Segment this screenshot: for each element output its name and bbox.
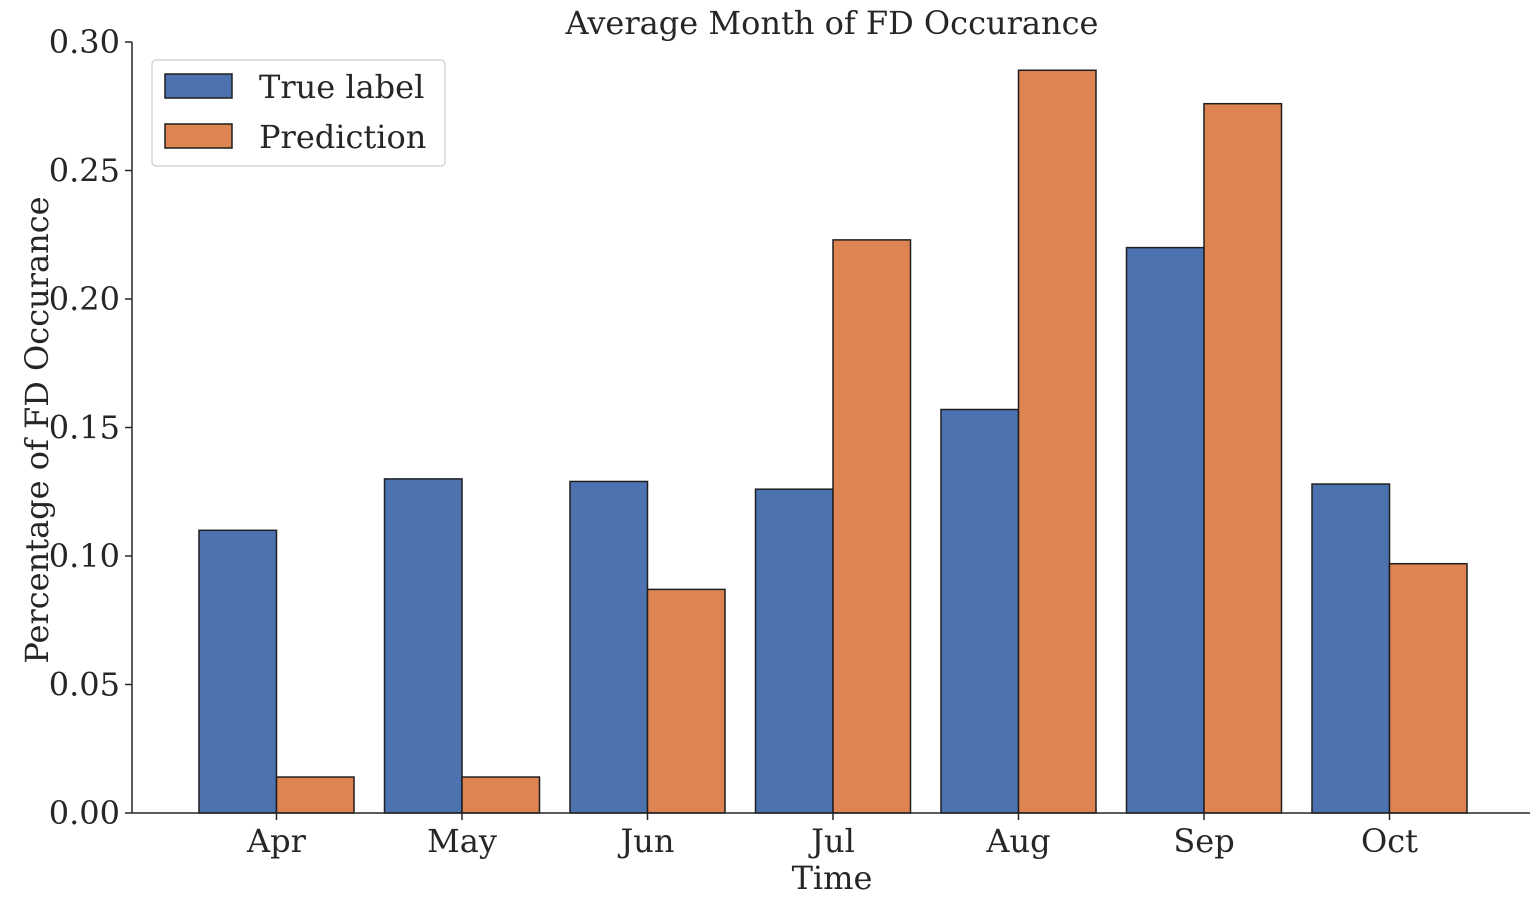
legend-label-series-2: Prediction xyxy=(259,118,426,156)
y-axis-label: Percentage of FD Occurance xyxy=(18,196,56,663)
bar-jun-series-1 xyxy=(569,480,649,814)
x-tick-label: Oct xyxy=(1361,822,1418,860)
x-axis-label: Time xyxy=(792,859,873,897)
bar-may-series-1 xyxy=(383,478,463,814)
legend: True label Prediction xyxy=(151,59,446,167)
bars-group xyxy=(198,69,1468,814)
x-tick-label: Jul xyxy=(808,822,855,860)
chart-title: Average Month of FD Occurance xyxy=(565,4,1099,42)
x-tick-label: Apr xyxy=(246,822,307,860)
bar-apr-series-2 xyxy=(275,776,355,814)
legend-label-series-1: True label xyxy=(259,68,424,106)
legend-swatch-series-2 xyxy=(164,123,233,149)
bar-jul-series-1 xyxy=(754,488,834,814)
x-tick-label: Aug xyxy=(985,822,1050,860)
bar-apr-series-1 xyxy=(198,529,278,814)
bar-sep-series-1 xyxy=(1125,246,1205,814)
bar-jul-series-2 xyxy=(832,239,912,814)
legend-swatch-series-1 xyxy=(164,73,233,99)
y-tick-label: 0.20 xyxy=(49,280,120,318)
bar-aug-series-1 xyxy=(940,408,1020,814)
y-tick-label: 0.25 xyxy=(49,152,120,190)
y-tick-label: 0.00 xyxy=(49,794,120,832)
bar-jun-series-2 xyxy=(646,588,726,814)
x-tick-label: Jun xyxy=(617,822,674,860)
x-tick-label: Sep xyxy=(1173,822,1234,860)
y-tick-label: 0.05 xyxy=(49,666,120,704)
y-tick-label: 0.30 xyxy=(49,23,120,61)
bar-aug-series-2 xyxy=(1017,69,1097,814)
bar-may-series-2 xyxy=(461,776,541,814)
bar-sep-series-2 xyxy=(1203,102,1283,814)
y-tick-label: 0.10 xyxy=(49,537,120,575)
axes-group: 0.00 0.05 0.10 0.15 0.20 0.25 0.30 Apr May Jun Jul… xyxy=(49,23,1530,860)
x-tick-label: May xyxy=(427,822,497,860)
bar-oct-series-1 xyxy=(1311,483,1391,814)
bar-oct-series-2 xyxy=(1388,562,1468,814)
y-tick-label: 0.15 xyxy=(49,409,120,447)
